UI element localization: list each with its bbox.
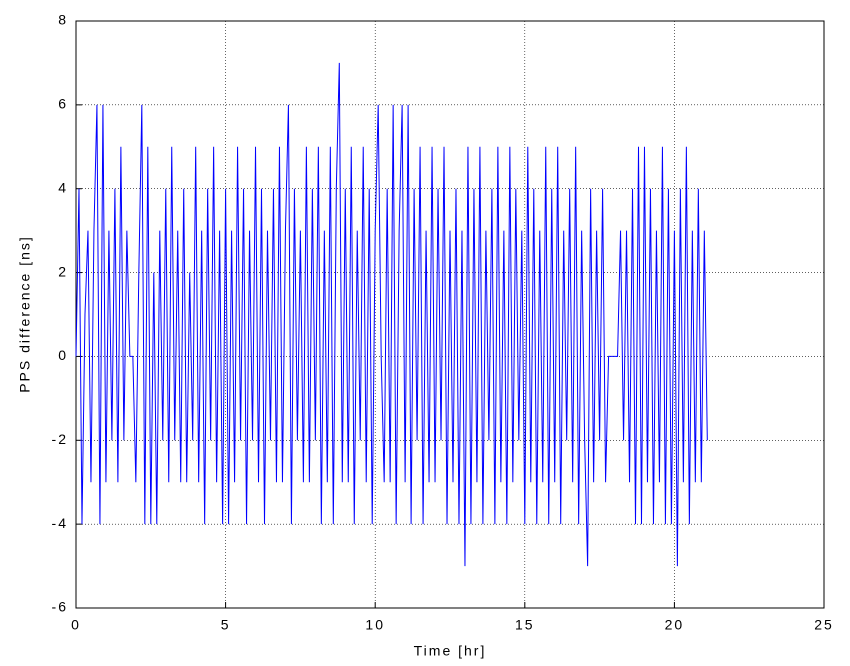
y-tick-label: 2 (58, 263, 68, 279)
x-tick-label: 10 (365, 617, 385, 633)
y-tick-label: 4 (58, 179, 68, 195)
y-tick-label: -4 (52, 515, 68, 531)
data-line (75, 62, 708, 567)
x-tick-label: 25 (814, 617, 834, 633)
y-tick-label: 0 (58, 347, 68, 363)
x-tick-label: 5 (221, 617, 231, 633)
x-axis-label: Time [hr] (414, 643, 487, 659)
y-tick-label: -6 (52, 599, 68, 615)
x-tick-label: 15 (515, 617, 535, 633)
x-tick-label: 0 (71, 617, 81, 633)
y-tick-label: 6 (58, 96, 68, 112)
plot-frame (75, 20, 825, 609)
y-axis-label: PPS difference [ns] (17, 235, 33, 393)
y-tick-label: -2 (52, 431, 68, 447)
y-tick-label: 8 (58, 12, 68, 28)
x-tick-label: 20 (665, 617, 685, 633)
